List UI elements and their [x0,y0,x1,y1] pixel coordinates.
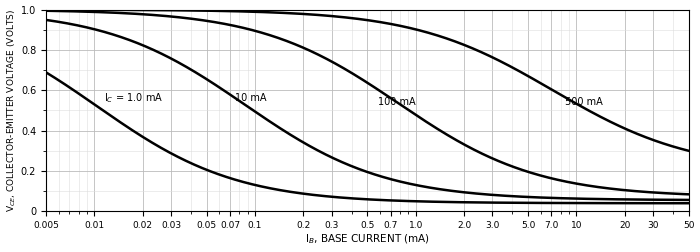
Y-axis label: V$_{CE}$, COLLECTOR-EMITTER VOLTAGE (VOLTS): V$_{CE}$, COLLECTOR-EMITTER VOLTAGE (VOL… [6,9,18,212]
Text: 500 mA: 500 mA [565,97,603,107]
Text: 10 mA: 10 mA [235,93,267,103]
Text: I$_C$ = 1.0 mA: I$_C$ = 1.0 mA [104,91,163,105]
X-axis label: I$_B$, BASE CURRENT (mA): I$_B$, BASE CURRENT (mA) [304,233,430,246]
Text: 100 mA: 100 mA [378,97,415,107]
